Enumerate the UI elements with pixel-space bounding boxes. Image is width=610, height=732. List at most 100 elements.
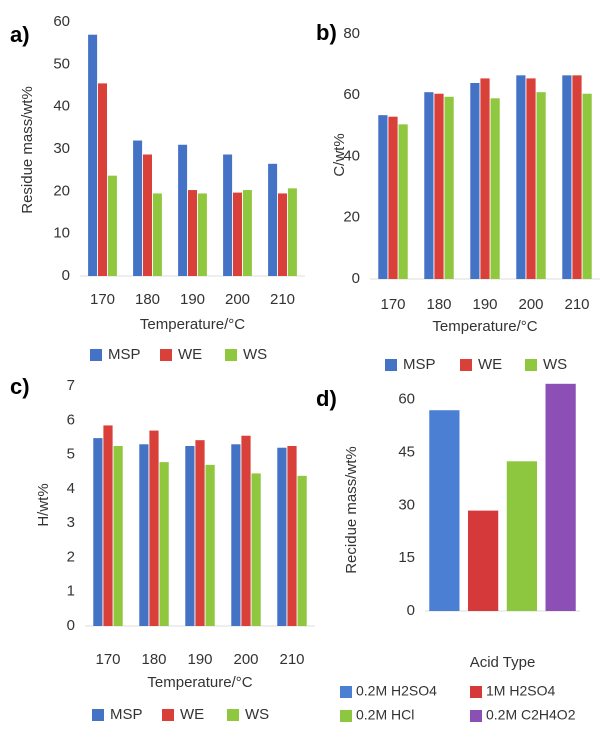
bar	[223, 154, 233, 276]
y-tick-label: 60	[343, 86, 360, 103]
panel-label: d)	[316, 386, 337, 411]
x-tick-label: 190	[472, 296, 497, 313]
y-tick-label: 45	[398, 443, 415, 460]
bar	[195, 440, 205, 626]
x-tick-label: 180	[141, 651, 166, 668]
bar	[233, 192, 242, 276]
bar	[98, 83, 107, 276]
bar	[242, 190, 252, 276]
legend-label: 0.2M HCl	[356, 707, 414, 723]
y-tick-label: 15	[398, 549, 415, 566]
y-tick-label: 3	[67, 514, 75, 531]
bar	[287, 446, 297, 626]
y-tick-label: 0	[352, 270, 360, 287]
legend-swatch	[160, 349, 172, 361]
y-tick-label: 10	[53, 225, 70, 242]
bar	[188, 190, 197, 276]
bar	[103, 425, 113, 626]
bar	[429, 410, 460, 611]
bar	[139, 444, 149, 626]
bar	[480, 78, 490, 279]
legend-swatch	[340, 710, 352, 722]
legend-label: 1M H2SO4	[486, 683, 555, 699]
legend-swatch	[227, 709, 239, 721]
y-axis-title: C/wt%	[331, 133, 348, 176]
legend-label: MSP	[110, 706, 143, 723]
legend-label: 0.2M H2SO4	[356, 683, 437, 699]
bar	[468, 510, 499, 611]
x-axis-title: Temperature/°C	[140, 316, 245, 333]
y-tick-label: 30	[53, 140, 70, 157]
bar	[205, 464, 215, 626]
y-tick-label: 40	[343, 147, 360, 164]
y-tick-label: 50	[53, 55, 70, 72]
legend-swatch	[340, 686, 352, 698]
legend-label: WE	[180, 706, 204, 723]
y-tick-label: 2	[67, 548, 75, 565]
bar	[378, 115, 388, 279]
legend-swatch	[470, 686, 482, 698]
y-axis-title: H/wt%	[35, 483, 52, 526]
x-axis-title: Temperature/°C	[147, 674, 252, 691]
x-tick-label: 170	[95, 651, 120, 668]
y-tick-label: 20	[343, 209, 360, 226]
x-tick-label: 190	[187, 651, 212, 668]
bar	[434, 93, 444, 279]
panel-label: b)	[316, 20, 337, 45]
y-tick-label: 60	[398, 391, 415, 408]
bar	[88, 34, 98, 277]
legend-swatch	[225, 349, 237, 361]
x-tick-label: 200	[233, 651, 258, 668]
bar	[490, 98, 500, 279]
legend-label: WS	[245, 706, 269, 723]
panel-label: a)	[10, 22, 30, 47]
legend-label: WE	[178, 346, 202, 363]
bar	[149, 430, 159, 626]
bar	[178, 144, 188, 276]
bar	[133, 140, 143, 276]
bar	[159, 462, 169, 626]
y-tick-label: 30	[398, 496, 415, 513]
y-tick-label: 40	[53, 98, 70, 115]
bar	[197, 193, 207, 276]
legend-swatch	[90, 349, 102, 361]
y-tick-label: 4	[67, 480, 75, 497]
legend-swatch	[470, 710, 482, 722]
y-tick-label: 7	[67, 377, 75, 394]
y-tick-label: 0	[67, 617, 75, 634]
legend-swatch	[162, 709, 174, 721]
y-tick-label: 5	[67, 446, 75, 463]
bar	[287, 188, 297, 276]
bar	[562, 75, 572, 279]
legend-label: MSP	[108, 346, 141, 363]
y-tick-label: 60	[53, 13, 70, 30]
x-tick-label: 170	[90, 291, 115, 308]
bar	[582, 93, 592, 279]
x-axis-title: Acid Type	[470, 654, 536, 671]
legend-swatch	[92, 709, 104, 721]
legend-swatch	[460, 359, 472, 371]
bar	[241, 435, 251, 626]
x-tick-label: 210	[564, 296, 589, 313]
bar	[113, 446, 123, 626]
x-axis-title: Temperature/°C	[432, 318, 537, 335]
x-tick-label: 180	[135, 291, 160, 308]
bar	[107, 175, 117, 276]
bar	[278, 193, 287, 276]
x-tick-label: 190	[180, 291, 205, 308]
y-tick-label: 1	[67, 583, 75, 600]
y-tick-label: 20	[53, 182, 70, 199]
bar	[231, 444, 241, 626]
y-axis-title: Residue mass/wt%	[19, 86, 36, 214]
x-tick-label: 200	[225, 291, 250, 308]
bar	[297, 475, 307, 626]
legend-label: WS	[243, 346, 267, 363]
legend-label: 0.2M C2H4O2	[486, 707, 576, 723]
bar	[536, 92, 546, 279]
bar	[143, 154, 152, 276]
x-tick-label: 210	[279, 651, 304, 668]
bar	[470, 83, 480, 279]
panel-label: c)	[10, 374, 30, 399]
bar	[268, 163, 278, 276]
